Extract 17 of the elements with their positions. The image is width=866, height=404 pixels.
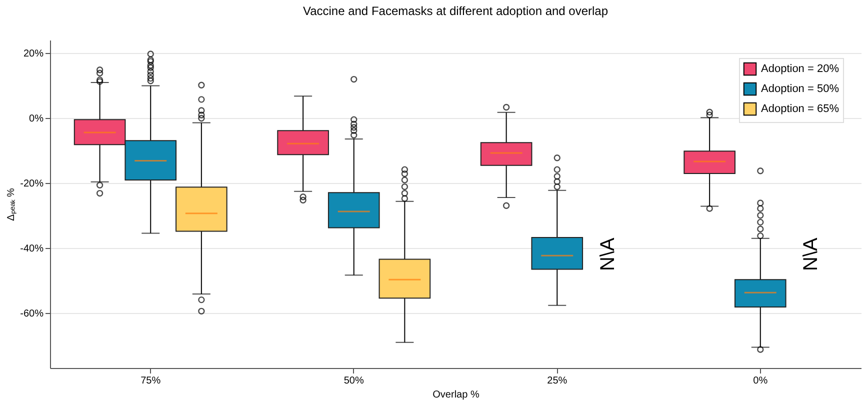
x-tick-label: 25%: [547, 376, 568, 386]
annotation: N\A: [800, 237, 822, 272]
x-tick-label: 75%: [140, 376, 161, 386]
x-tick-label: 0%: [753, 376, 768, 386]
legend-label: Adoption = 65%: [761, 103, 840, 115]
y-tick-label: -20%: [20, 178, 44, 190]
chart-title: Vaccine and Facemasks at different adoption and overlap: [302, 4, 608, 18]
y-tick-label: 20%: [23, 48, 44, 60]
x-axis-title: Overlap %: [432, 390, 480, 400]
annotation: N\A: [596, 237, 619, 272]
x-tick-label: 50%: [344, 376, 364, 386]
y-tick-label: -60%: [20, 308, 44, 320]
legend-label: Adoption = 50%: [761, 83, 840, 95]
legend-label: Adoption = 20%: [761, 63, 840, 75]
y-tick-label: -40%: [20, 243, 44, 254]
y-tick-label: 0%: [29, 113, 44, 124]
y-axis-title: Δₚₑₐₖ %: [6, 188, 18, 221]
